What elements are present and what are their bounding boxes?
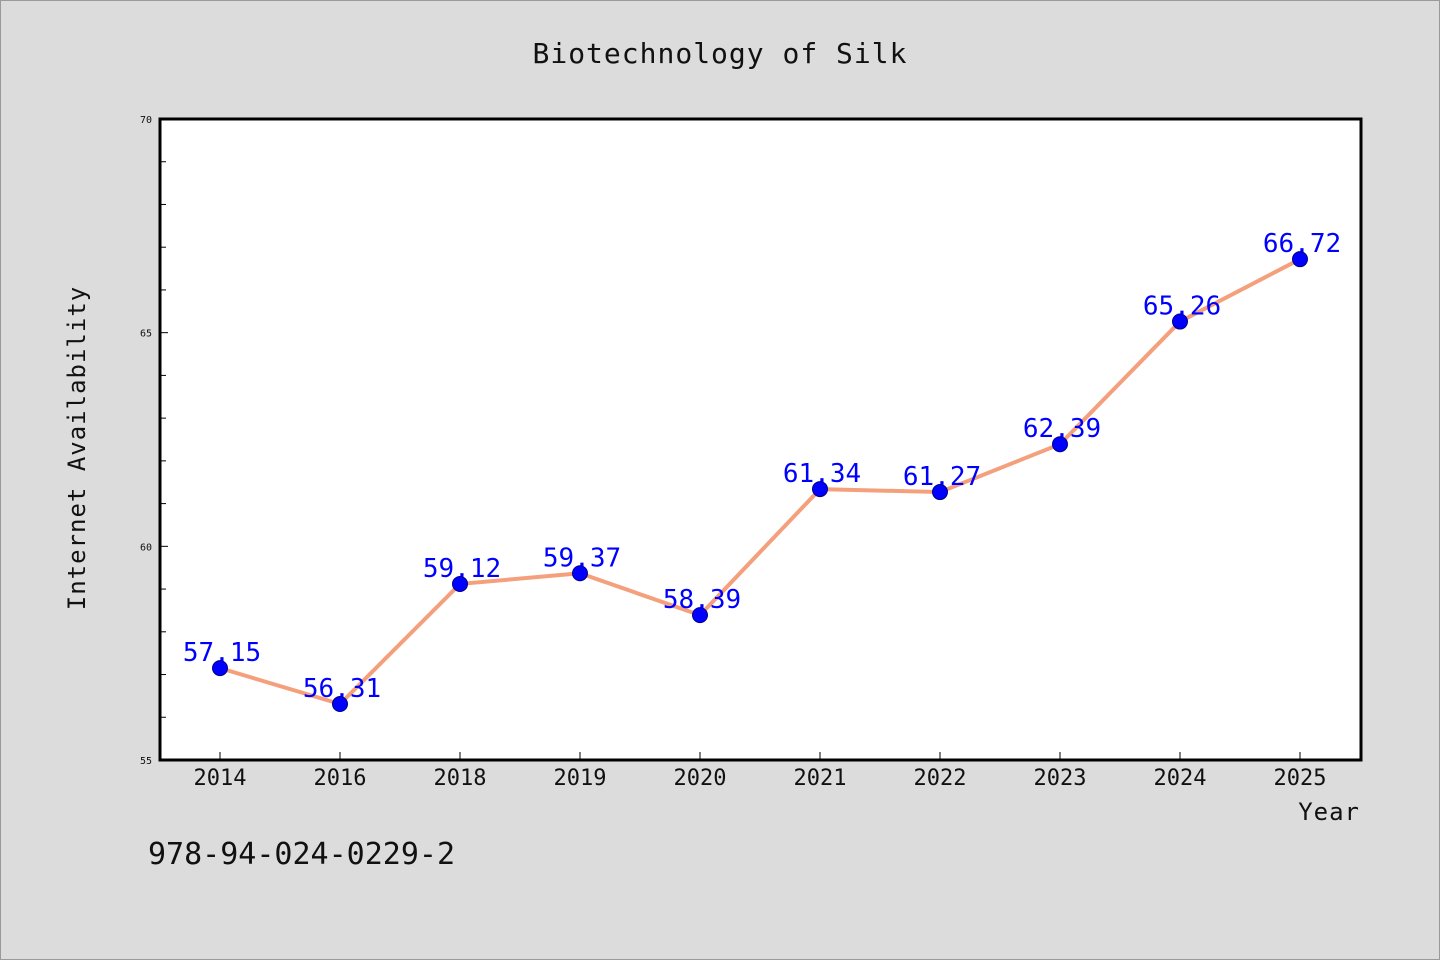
series-line	[218, 257, 1302, 707]
y-tick-label: 55	[140, 756, 152, 767]
x-tick-label: 2020	[674, 766, 727, 791]
data-point	[932, 484, 948, 501]
x-tick-label: 2014	[194, 766, 247, 791]
data-point	[572, 565, 588, 582]
data-point	[1052, 436, 1068, 453]
chart-title: Biotechnology of Silk	[532, 37, 907, 70]
x-tick-label: 2019	[554, 766, 607, 791]
y-axis: 55 60 65 70	[140, 115, 168, 767]
x-tick-label: 2023	[1034, 766, 1087, 791]
data-point	[1172, 313, 1188, 330]
x-tick-label: 2024	[1154, 766, 1207, 791]
x-tick-label: 2025	[1274, 766, 1327, 791]
y-tick-label: 65	[140, 329, 152, 340]
data-point	[692, 607, 708, 624]
data-point	[1292, 251, 1308, 268]
x-axis-label: Year	[1298, 798, 1360, 826]
data-point	[812, 481, 828, 498]
x-tick-label: 2021	[794, 766, 847, 791]
x-axis: 2014 2016 2018 2019 2020 2021 2022 2023 2024 2025	[194, 752, 1327, 791]
y-tick-label: 70	[140, 115, 152, 126]
x-tick-label: 2016	[314, 766, 367, 791]
x-tick-label: 2018	[434, 766, 487, 791]
plot-area	[158, 117, 1363, 762]
y-axis-label: Internet Availability	[63, 286, 91, 610]
x-tick-label: 2022	[914, 766, 967, 791]
y-tick-label: 60	[140, 542, 152, 553]
data-point	[452, 575, 468, 592]
footer-text: 978-94-024-0229-2	[148, 837, 455, 872]
data-point	[332, 696, 348, 713]
data-point	[212, 660, 228, 677]
